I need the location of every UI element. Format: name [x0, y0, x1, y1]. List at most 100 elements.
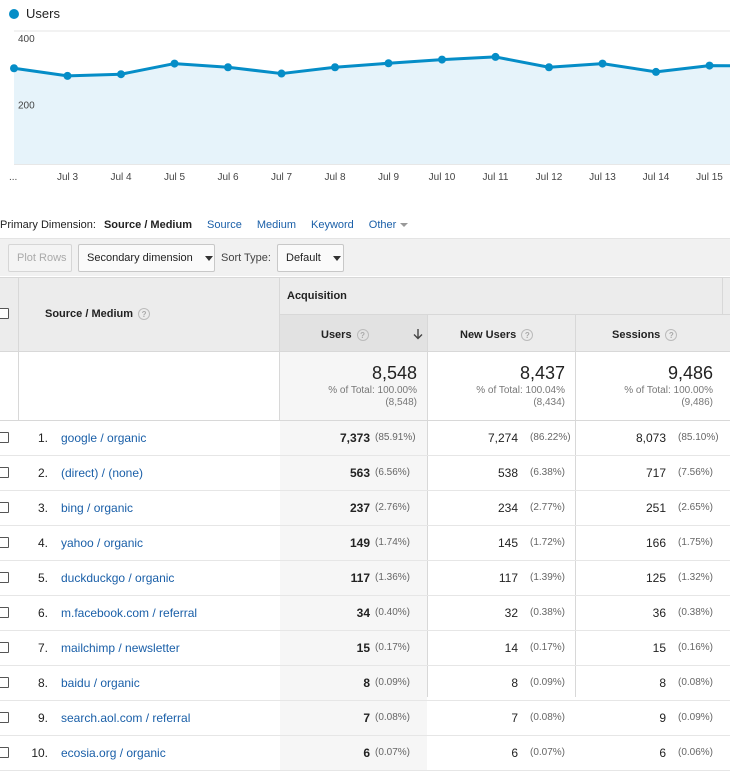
- new-users-value: 145: [497, 536, 518, 550]
- new-users-percent: (1.39%): [530, 572, 566, 583]
- new-users-value: 117: [498, 571, 518, 585]
- row-number: 10.: [31, 746, 48, 760]
- select-all-checkbox[interactable]: [0, 308, 9, 319]
- users-column-header[interactable]: Users?: [321, 329, 369, 342]
- users-header-cell[interactable]: [280, 315, 427, 351]
- new-users-value: 234: [497, 501, 518, 515]
- sessions-column-header[interactable]: Sessions?: [612, 329, 678, 342]
- new-users-column-header[interactable]: New Users?: [460, 329, 534, 342]
- table-row: 6. m.facebook.com / referral 34 (0.40%) 32 (0…: [0, 596, 730, 631]
- help-icon[interactable]: ?: [521, 329, 534, 342]
- source-medium-link[interactable]: google / organic: [61, 431, 147, 445]
- data-point: [545, 63, 553, 72]
- source-medium-link[interactable]: duckduckgo / organic: [61, 571, 175, 585]
- divider: [0, 351, 730, 352]
- y-tick-label: 200: [18, 101, 35, 112]
- users-cell-bg: [280, 526, 427, 560]
- sessions-header-label: Sessions: [612, 329, 661, 341]
- users-value: 563: [349, 466, 370, 480]
- sessions-percent: (0.08%): [678, 677, 714, 688]
- row-checkbox[interactable]: [0, 502, 9, 513]
- row-checkbox[interactable]: [0, 747, 9, 758]
- secondary-dimension-dropdown[interactable]: Secondary dimension: [78, 244, 215, 272]
- source-medium-link[interactable]: search.aol.com / referral: [61, 711, 191, 725]
- x-tick-label: Jul 13: [589, 172, 616, 183]
- new-users-percent: (0.07%): [530, 747, 566, 758]
- source-medium-link[interactable]: bing / organic: [61, 501, 134, 515]
- row-number: 1.: [37, 431, 48, 445]
- sort-arrow-down-icon[interactable]: [412, 328, 424, 340]
- help-icon[interactable]: ?: [138, 308, 151, 321]
- users-value: 15: [356, 641, 370, 655]
- row-checkbox[interactable]: [0, 712, 9, 723]
- data-point: [598, 59, 607, 68]
- users-cell-bg: [280, 491, 427, 525]
- row-checkbox[interactable]: [0, 642, 9, 653]
- new-users-value: 6: [511, 746, 518, 760]
- help-icon[interactable]: ?: [665, 329, 678, 342]
- source-medium-link[interactable]: ecosia.org / organic: [61, 746, 166, 760]
- source-medium-link[interactable]: (direct) / (none): [61, 466, 144, 480]
- users-percent: (6.56%): [375, 467, 411, 478]
- source-medium-link[interactable]: baidu / organic: [61, 676, 140, 690]
- data-point: [10, 64, 18, 73]
- x-tick-label: Jul 3: [57, 172, 79, 183]
- sort-type-value: Default: [286, 252, 321, 264]
- new-users-value: 8: [511, 676, 518, 690]
- users-value: 6: [363, 746, 370, 760]
- source-medium-link[interactable]: mailchimp / newsletter: [61, 641, 180, 655]
- row-number: 4.: [37, 536, 48, 550]
- sessions-percent: (1.75%): [678, 537, 714, 548]
- help-icon[interactable]: ?: [356, 329, 369, 342]
- data-point: [170, 59, 179, 68]
- users-percent: (0.40%): [375, 607, 411, 618]
- new-users-value: 7,274: [487, 431, 518, 445]
- table-row: 10. ecosia.org / organic 6 (0.07%) 6 (0.07%) 6…: [0, 736, 730, 771]
- dimension-link-other[interactable]: Other: [369, 219, 409, 231]
- divider: [18, 277, 19, 420]
- total-new-users-value: 8,437: [519, 363, 565, 383]
- row-checkbox[interactable]: [0, 677, 9, 688]
- row-checkbox[interactable]: [0, 432, 9, 443]
- sessions-percent: (1.32%): [678, 572, 714, 583]
- divider: [575, 315, 576, 697]
- data-point: [224, 63, 232, 72]
- sort-type-dropdown[interactable]: Default: [277, 244, 344, 272]
- sessions-percent: (0.09%): [678, 712, 714, 723]
- total-new-users-pct: % of Total: 100.04%: [476, 385, 565, 396]
- users-header-label: Users: [321, 329, 352, 341]
- dimension-header[interactable]: Source / Medium?: [45, 308, 151, 321]
- source-medium-link[interactable]: m.facebook.com / referral: [61, 606, 198, 620]
- users-value: 7: [363, 711, 370, 725]
- dimension-link-source[interactable]: Source: [207, 219, 242, 231]
- users-percent: (0.08%): [375, 712, 411, 723]
- data-point: [277, 69, 286, 78]
- users-value: 149: [349, 536, 370, 550]
- divider: [427, 315, 428, 697]
- users-percent: (85.91%): [375, 432, 416, 443]
- x-tick-label: Jul 4: [110, 172, 132, 183]
- users-value: 8: [363, 676, 370, 690]
- users-area: [14, 56, 730, 164]
- dimension-link-keyword[interactable]: Keyword: [310, 219, 354, 231]
- row-checkbox[interactable]: [0, 607, 9, 618]
- source-medium-link[interactable]: yahoo / organic: [61, 536, 144, 550]
- legend-label: Users: [26, 6, 60, 21]
- row-checkbox[interactable]: [0, 537, 9, 548]
- total-users-value: 8,548: [371, 363, 417, 383]
- plot-rows-button[interactable]: Plot Rows: [8, 244, 72, 272]
- new-users-percent: (0.09%): [530, 677, 566, 688]
- x-tick-label: Jul 12: [536, 172, 563, 183]
- new-users-percent: (1.72%): [530, 537, 566, 548]
- dimension-link-medium[interactable]: Medium: [256, 219, 296, 231]
- row-checkbox[interactable]: [0, 467, 9, 478]
- sessions-value: 251: [645, 501, 666, 515]
- users-cell-bg: [280, 421, 427, 455]
- row-checkbox[interactable]: [0, 572, 9, 583]
- total-users-pct: % of Total: 100.00%: [328, 385, 417, 396]
- new-users-percent: (6.38%): [530, 467, 566, 478]
- dimension-link-other-label: Other: [368, 219, 397, 231]
- sessions-value: 125: [645, 571, 666, 585]
- table-row: 5. duckduckgo / organic 117 (1.36%) 117 (1.39…: [0, 561, 730, 596]
- new-users-percent: (0.08%): [530, 712, 566, 723]
